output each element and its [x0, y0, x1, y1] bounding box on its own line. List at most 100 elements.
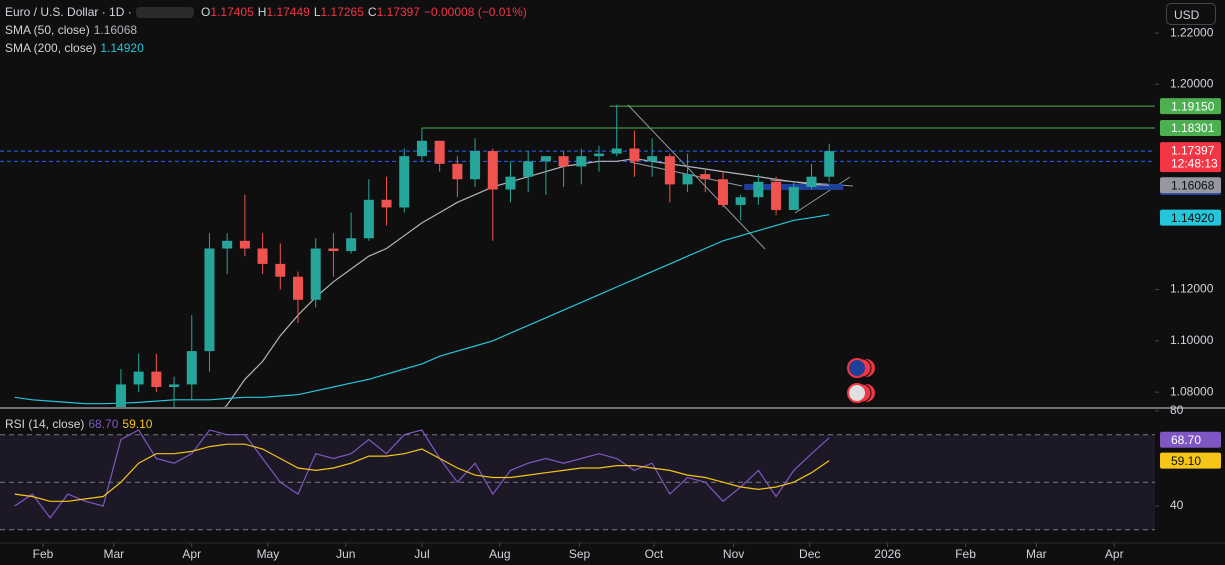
trendline: [794, 176, 851, 214]
y-tick-label: 40: [1170, 498, 1184, 512]
y-tick-label: 1.12000: [1170, 282, 1214, 296]
axes: 1.22000 1.20000 1.12000 1.10000 1.08000 80 40 F…: [0, 25, 1225, 561]
rsi-tag-bg: [1160, 452, 1221, 469]
candle-body: [310, 248, 321, 300]
x-tick-label: Aug: [489, 547, 510, 561]
candle-body: [115, 384, 126, 407]
x-tick-label: Oct: [645, 547, 664, 561]
rsi-pane: [0, 434, 1155, 531]
c-label: C: [367, 5, 377, 19]
candle-body: [381, 199, 392, 208]
l-value: 1.17265: [320, 5, 364, 19]
x-tick-label: Sep: [569, 547, 591, 561]
sma-line: [224, 158, 830, 407]
sma50-legend: SMA (50, close) 1.16068: [5, 23, 141, 37]
x-tick-label: Apr: [1105, 547, 1124, 561]
o-value: 1.17405: [210, 5, 254, 19]
sma-tag-bg: [1160, 209, 1221, 226]
x-tick-label: Mar: [104, 547, 125, 561]
candle-body: [169, 384, 180, 387]
candle-body: [293, 276, 304, 300]
y-tick-label: 1.22000: [1170, 25, 1214, 39]
y-tick-label: 1.10000: [1170, 333, 1214, 347]
price-pane: [0, 104, 1155, 407]
candle-body: [824, 151, 835, 177]
sma-tag-bg: [1160, 177, 1221, 194]
candle-body: [222, 240, 233, 249]
candle-body: [470, 151, 481, 180]
rsi-tag: 68.70: [1171, 433, 1201, 447]
legend-value: 1.14920: [100, 41, 144, 55]
h-value: 1.17449: [266, 5, 310, 19]
legend-value: 59.10: [122, 417, 153, 431]
x-tick-label: Jun: [336, 547, 355, 561]
o-label: O: [201, 5, 211, 19]
rsi-legend: RSI (14, close) 68.70 59.10: [5, 417, 156, 431]
level-tag: 1.19150: [1171, 99, 1215, 113]
event-icon: [847, 383, 867, 403]
candle-body: [523, 161, 534, 177]
candle-body: [735, 197, 746, 205]
candle-body: [717, 179, 728, 205]
symbol: Euro / U.S. Dollar · 1D ·: [5, 5, 132, 19]
level-tag-bg: [1160, 98, 1221, 115]
sma-line: [14, 214, 830, 405]
x-tick-label: Mar: [1026, 547, 1047, 561]
candle-body: [346, 238, 357, 252]
close-tag-bg: [1160, 142, 1221, 173]
currency-button[interactable]: USD: [1166, 3, 1216, 25]
symbol-header: Euro / U.S. Dollar · 1D · O1.17405 H1.174…: [5, 5, 535, 19]
candle-body: [452, 163, 463, 180]
candle-body: [416, 140, 427, 157]
candle-body: [487, 151, 498, 190]
rsi-tag: 59.10: [1171, 454, 1201, 468]
rsi-line: [14, 429, 830, 519]
legend-value: 68.70: [88, 417, 119, 431]
countdown: 12:48:13: [1171, 156, 1218, 170]
event-icon: [847, 358, 867, 378]
x-tick-label: Apr: [182, 547, 201, 561]
candle-body: [700, 174, 711, 180]
rsi-tag-bg: [1160, 431, 1221, 448]
candle-body: [753, 181, 764, 198]
candle-body: [328, 248, 339, 252]
trendline: [627, 104, 766, 250]
y-tick-label: 80: [1170, 403, 1184, 417]
l-label: L: [313, 5, 321, 19]
legend-name: SMA (200, close): [5, 41, 97, 55]
legend-value: 1.16068: [93, 23, 138, 37]
legend-name: RSI (14, close): [5, 417, 85, 431]
sma200-legend: SMA (200, close) 1.14920: [5, 41, 148, 55]
candle-body: [239, 240, 250, 249]
candle-body: [576, 156, 587, 167]
candle-body: [186, 351, 197, 385]
x-tick-label: Jul: [414, 547, 429, 561]
rsi-line: [14, 443, 830, 502]
event-icons: [847, 358, 875, 403]
y-tick-label: 1.08000: [1170, 384, 1214, 398]
x-tick-label: Dec: [799, 547, 820, 561]
level-tag-bg: [1160, 119, 1221, 136]
candle-body: [540, 156, 551, 162]
candle-body: [611, 148, 622, 154]
candle-body: [664, 156, 675, 185]
sma-tag: 1.16068: [1171, 178, 1215, 192]
x-tick-label: Nov: [723, 547, 744, 561]
legend-name: SMA (50, close): [5, 23, 90, 37]
x-tick-label: 2026: [874, 547, 901, 561]
candle-body: [275, 263, 286, 277]
c-value: 1.17397: [376, 5, 420, 19]
candle-body: [434, 140, 445, 164]
candle-body: [558, 156, 569, 167]
candle-body: [806, 176, 817, 187]
candle-body: [629, 148, 640, 162]
candle-body: [505, 176, 516, 190]
x-tick-label: Feb: [33, 547, 54, 561]
candle-body: [204, 248, 215, 352]
candle-body: [133, 371, 144, 385]
sma-tag: 1.14920: [1171, 211, 1215, 225]
x-tick-label: May: [257, 547, 280, 561]
ohlc: O1.17405 H1.17449 L1.17265 C1.17397 −0.00008…: [201, 5, 531, 19]
candle-body: [257, 248, 268, 264]
